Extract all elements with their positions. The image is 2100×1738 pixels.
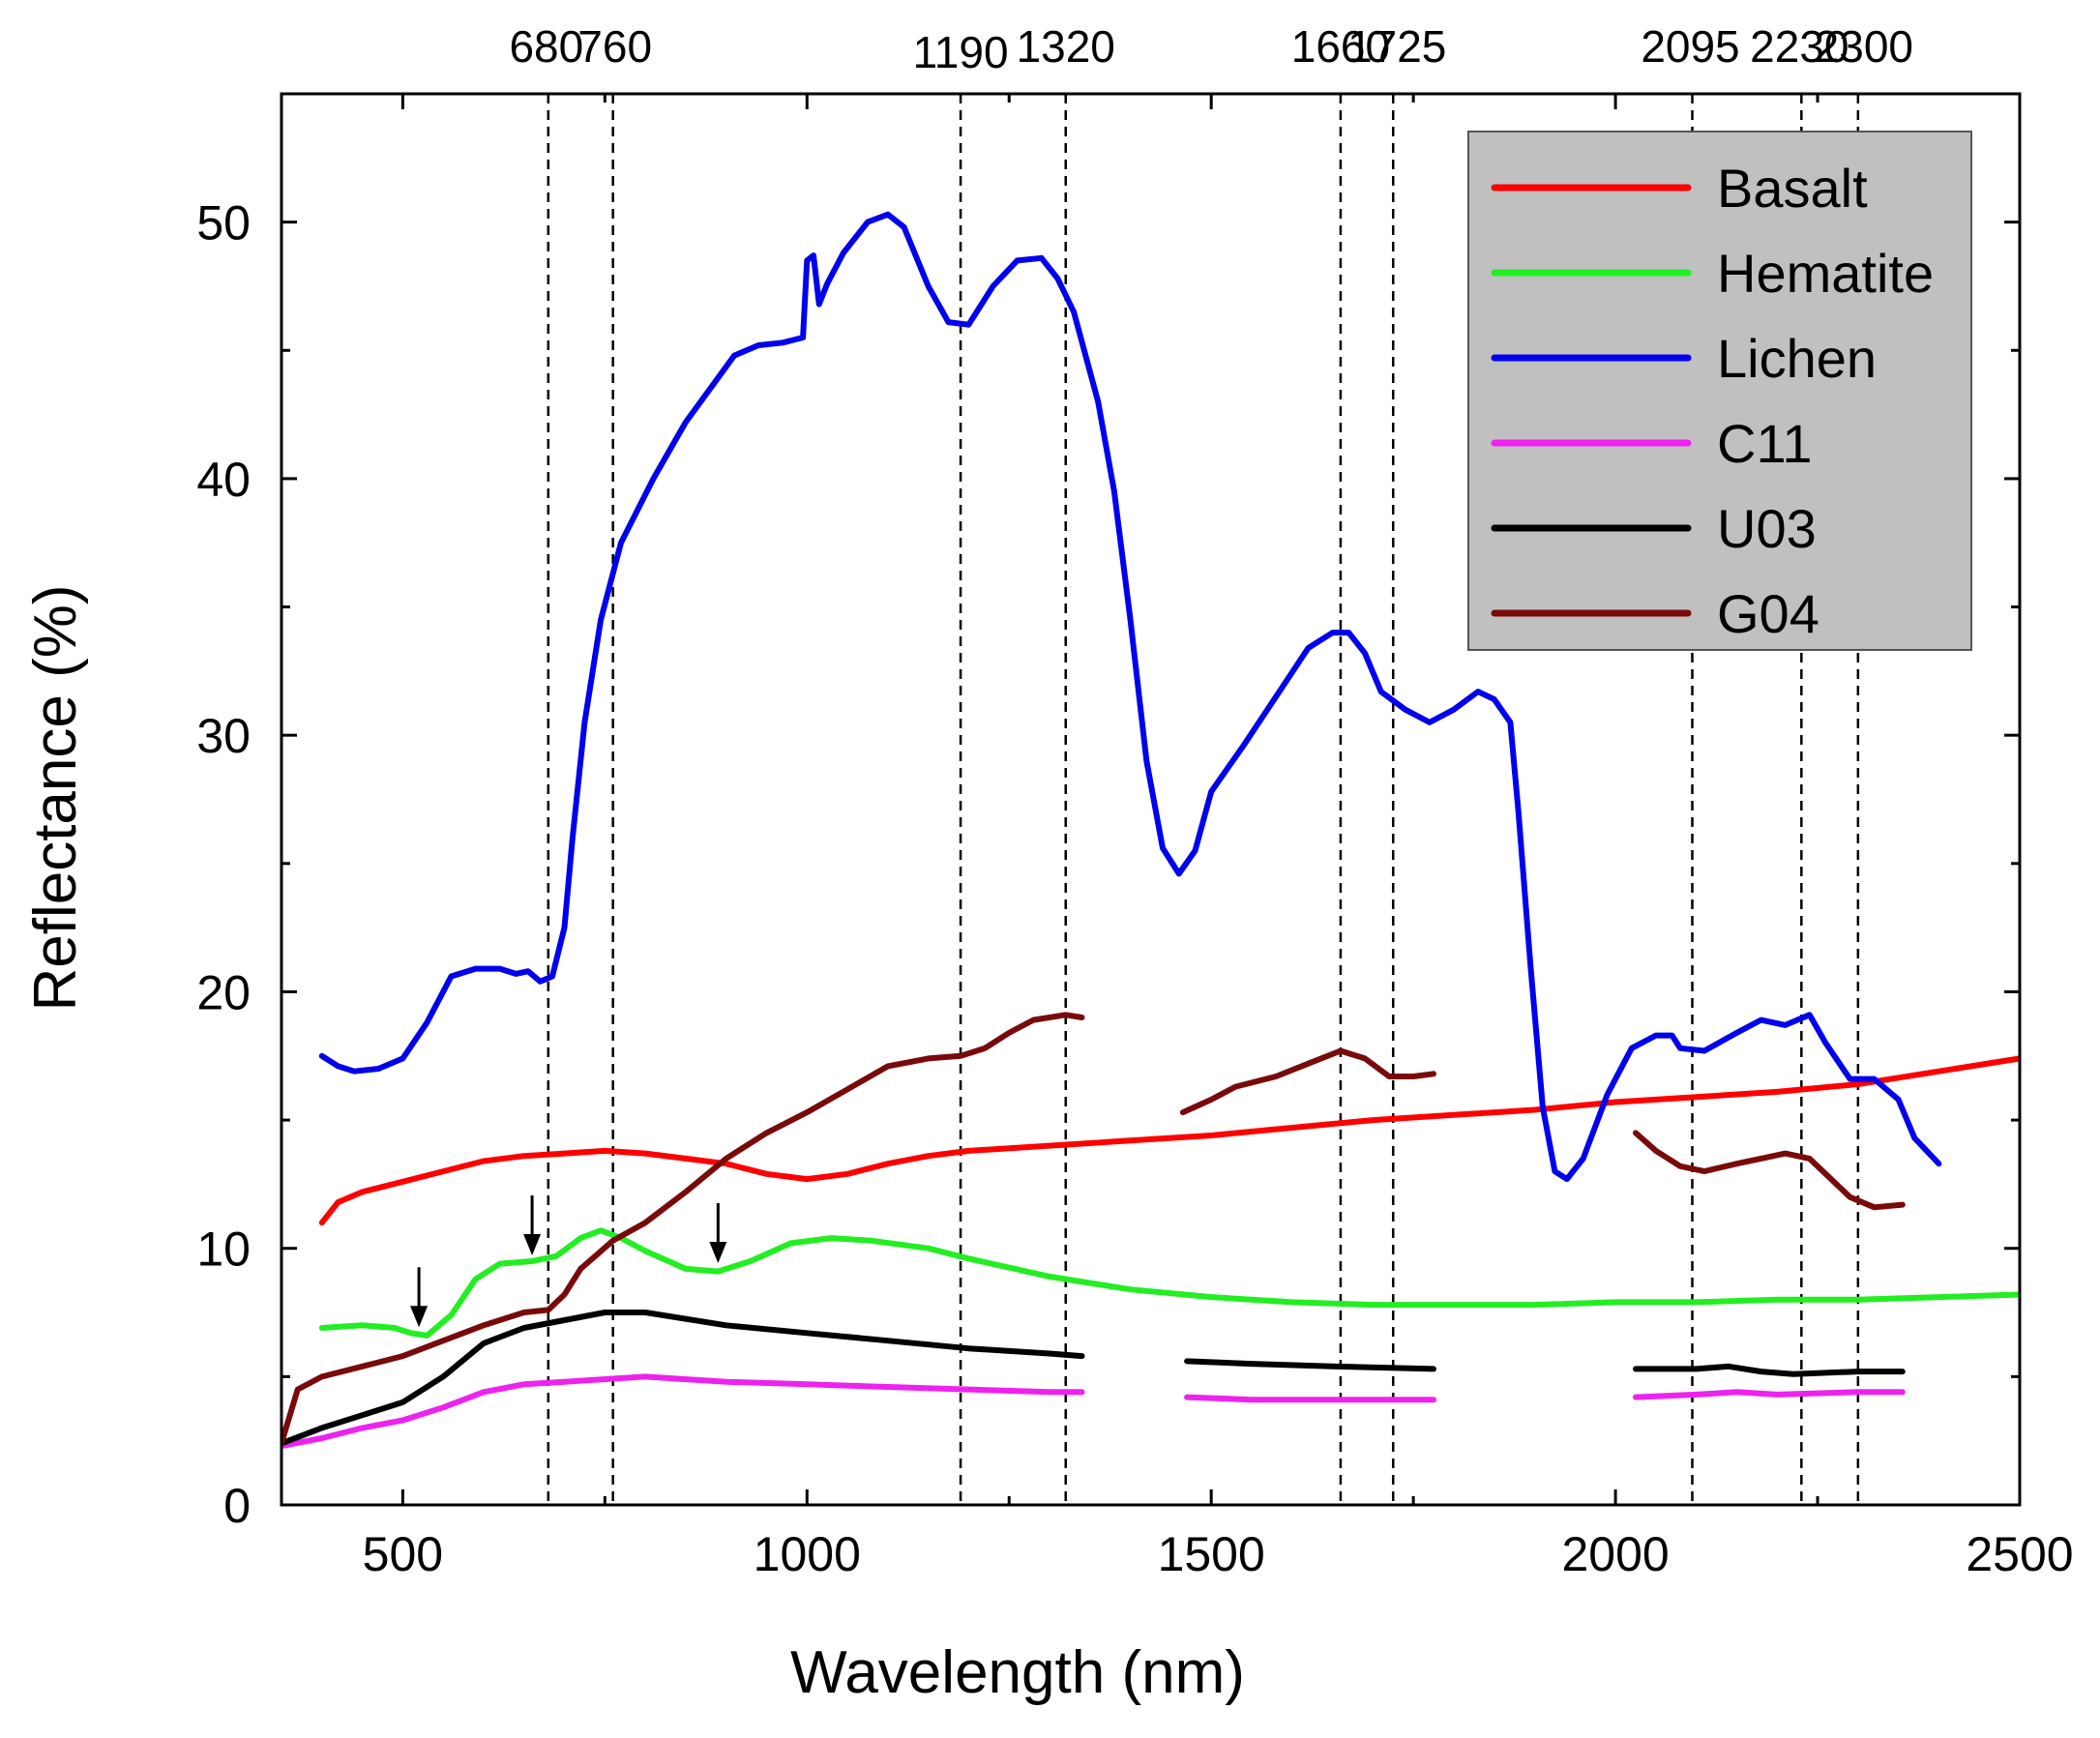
legend-label-hematite: Hematite bbox=[1717, 243, 1934, 304]
series-layer bbox=[281, 211, 2020, 1449]
series-line-g04-segment-2 bbox=[1179, 1047, 1436, 1116]
reference-line-label-1190: 1190 bbox=[913, 27, 1009, 77]
reference-line-label-2300: 2300 bbox=[1815, 21, 1913, 72]
annotation-arrows bbox=[410, 1194, 727, 1328]
reference-line-label-1725: 1725 bbox=[1347, 21, 1446, 72]
reference-line-label-760: 760 bbox=[577, 21, 652, 72]
x-tick-labels: 500 1000 1500 2000 2500 bbox=[363, 1527, 2074, 1581]
legend-box bbox=[1467, 131, 1972, 651]
series-line-g04-segment-1 bbox=[281, 1012, 1085, 1447]
x-axis-title: Wavelength (nm) bbox=[790, 1639, 1245, 1706]
y-tick-label-0: 0 bbox=[223, 1479, 251, 1533]
annotation-arrowhead-1 bbox=[410, 1306, 429, 1328]
series-line-c11-segment-2 bbox=[1184, 1394, 1436, 1403]
y-tick-label-20: 20 bbox=[196, 965, 251, 1019]
reference-line-label-2095: 2095 bbox=[1641, 21, 1739, 72]
series-line-u03-segment-2 bbox=[1184, 1358, 1436, 1372]
legend-label-u03: U03 bbox=[1717, 498, 1817, 559]
legend-label-c11: C11 bbox=[1717, 413, 1813, 474]
y-tick-labels: 0 10 20 30 40 50 bbox=[196, 196, 251, 1533]
reference-line-label-1320: 1320 bbox=[1017, 21, 1115, 72]
legend: Basalt Hematite Lichen C11 U03 G04 bbox=[1467, 131, 1972, 651]
y-tick-label-40: 40 bbox=[196, 453, 251, 507]
legend-label-lichen: Lichen bbox=[1717, 328, 1877, 389]
series-line-basalt-segment-1 bbox=[318, 1055, 2020, 1226]
x-tick-label-1500: 1500 bbox=[1158, 1527, 1265, 1581]
axis-ticks bbox=[281, 92, 2022, 1507]
annotation-arrowhead-3 bbox=[709, 1241, 727, 1263]
series-line-hematite-segment-1 bbox=[318, 1227, 2020, 1339]
legend-label-g04: G04 bbox=[1717, 583, 1819, 644]
x-tick-label-1000: 1000 bbox=[754, 1527, 861, 1581]
annotation-arrowhead-2 bbox=[523, 1233, 542, 1255]
y-tick-label-10: 10 bbox=[196, 1222, 251, 1277]
reference-line-label-1660: 1660 bbox=[1291, 21, 1390, 72]
series-line-u03-segment-3 bbox=[1633, 1363, 1906, 1377]
series-line-lichen-segment-1 bbox=[318, 211, 1942, 1183]
y-tick-label-50: 50 bbox=[196, 196, 251, 250]
y-axis-title: Reflectance (%) bbox=[22, 584, 89, 1011]
series-line-c11-segment-3 bbox=[1633, 1389, 1906, 1400]
y-tick-label-30: 30 bbox=[196, 709, 251, 763]
x-tick-label-2000: 2000 bbox=[1561, 1527, 1669, 1581]
series-line-c11-segment-1 bbox=[281, 1373, 1085, 1449]
reference-line-label-2230: 2230 bbox=[1750, 21, 1849, 72]
x-tick-label-2500: 2500 bbox=[1966, 1527, 2073, 1581]
series-line-g04-segment-3 bbox=[1633, 1130, 1906, 1211]
reference-line-label-680: 680 bbox=[509, 21, 583, 72]
plot-frame bbox=[280, 92, 2022, 1507]
x-tick-label-500: 500 bbox=[363, 1527, 443, 1581]
legend-label-basalt: Basalt bbox=[1717, 158, 1868, 219]
series-line-u03-segment-1 bbox=[281, 1310, 1085, 1447]
